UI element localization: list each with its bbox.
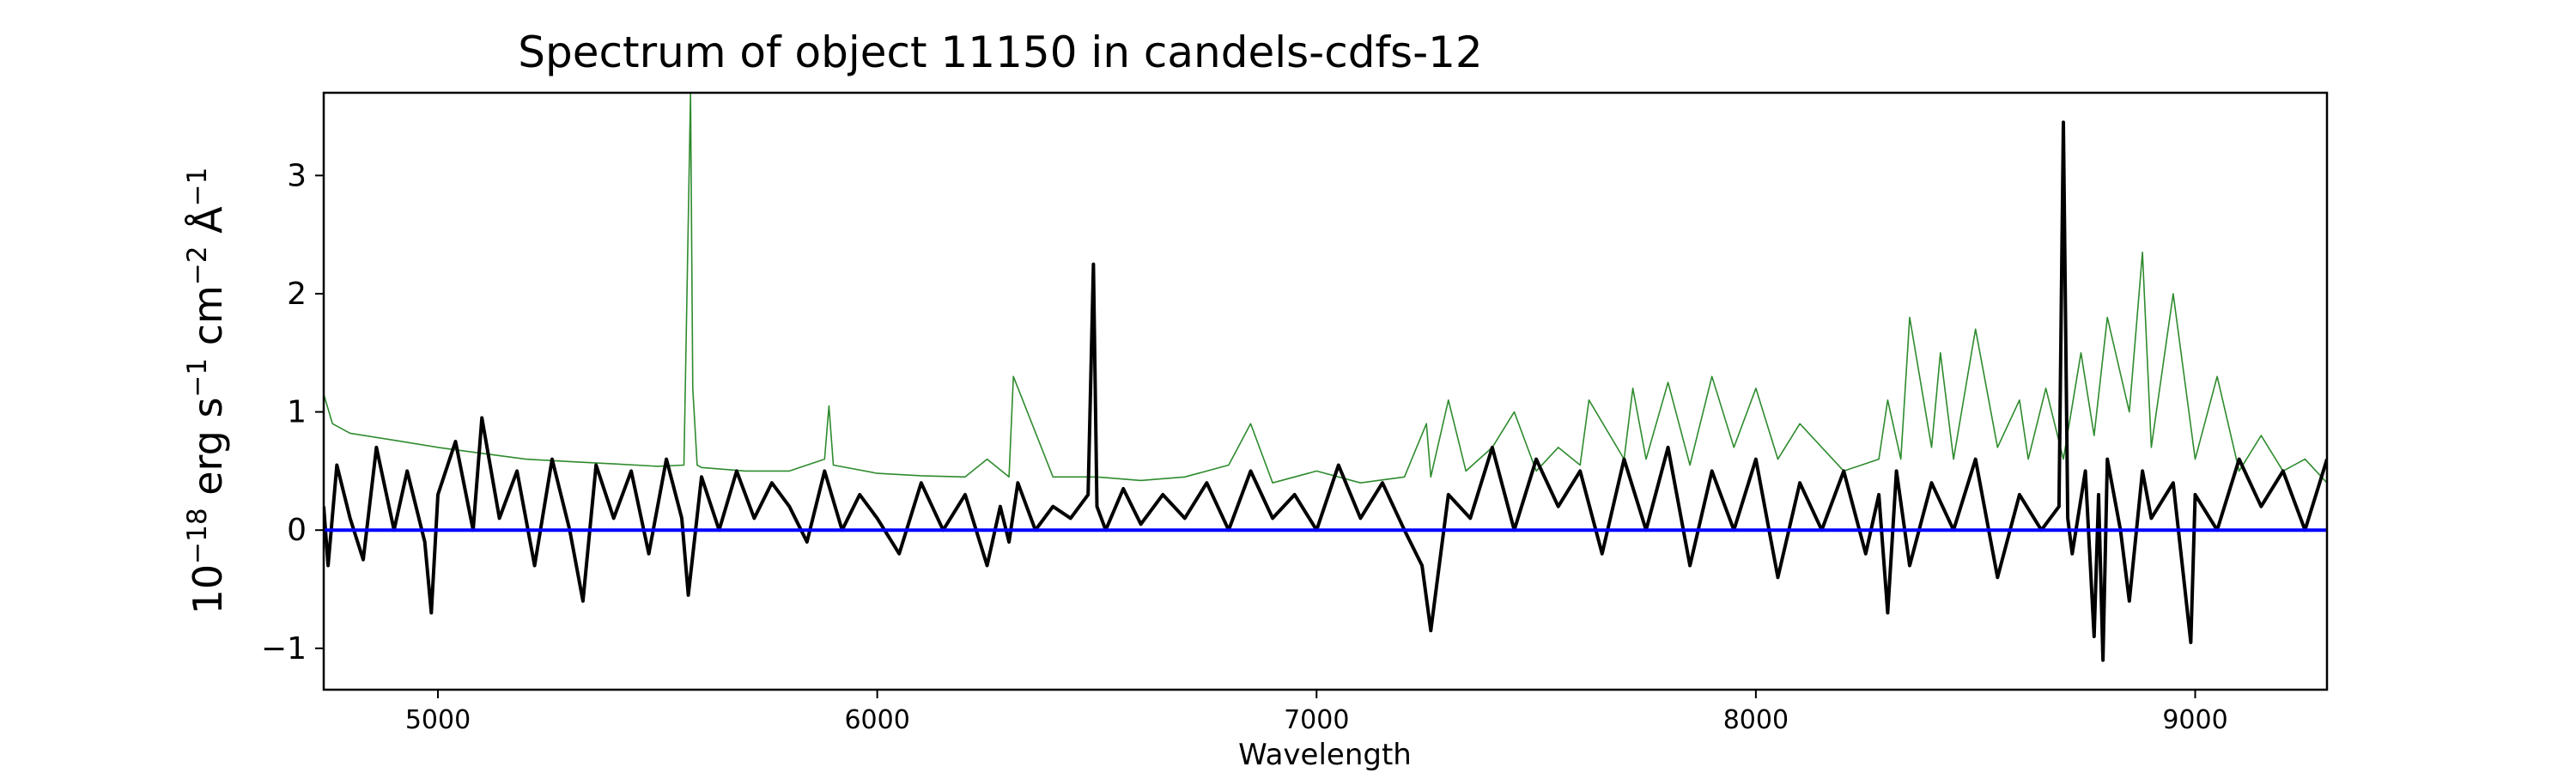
- y-label-ang-exp: −1: [182, 167, 213, 207]
- y-axis-label: 10−18 erg s−1 cm−2 Å−1: [182, 167, 231, 615]
- y-label-cm-exp: −2: [182, 246, 213, 285]
- y-tick-label: 3: [287, 158, 307, 193]
- x-tick-label: 5000: [405, 705, 471, 735]
- y-tick-label: −1: [261, 631, 307, 666]
- y-label-s-exp: −1: [182, 358, 213, 398]
- y-label-ang: Å: [185, 206, 231, 247]
- y-label-units: erg s: [185, 398, 231, 508]
- y-label-cm: cm: [185, 285, 231, 358]
- x-tick-label: 8000: [1723, 705, 1789, 735]
- plot-frame: [322, 91, 2329, 691]
- series-layer: [324, 93, 2327, 662]
- x-tick-label: 9000: [2162, 705, 2227, 735]
- x-axis: 5000 6000 7000 8000 9000: [405, 690, 2228, 735]
- y-label-base: 10: [185, 564, 231, 615]
- x-tick-label: 6000: [844, 705, 909, 735]
- y-tick-label: 1: [287, 395, 307, 430]
- x-tick-label: 7000: [1284, 705, 1349, 735]
- series-observed-line: [324, 120, 2327, 662]
- y-label-exp: −18: [182, 508, 213, 563]
- y-tick-label: 2: [287, 277, 307, 312]
- y-axis: −1 0 1 2 3: [261, 158, 324, 666]
- chart-title: Spectrum of object 11150 in candels-cdfs…: [518, 27, 1483, 77]
- x-axis-label: Wavelength: [1238, 738, 1412, 772]
- y-tick-label: 0: [287, 513, 307, 548]
